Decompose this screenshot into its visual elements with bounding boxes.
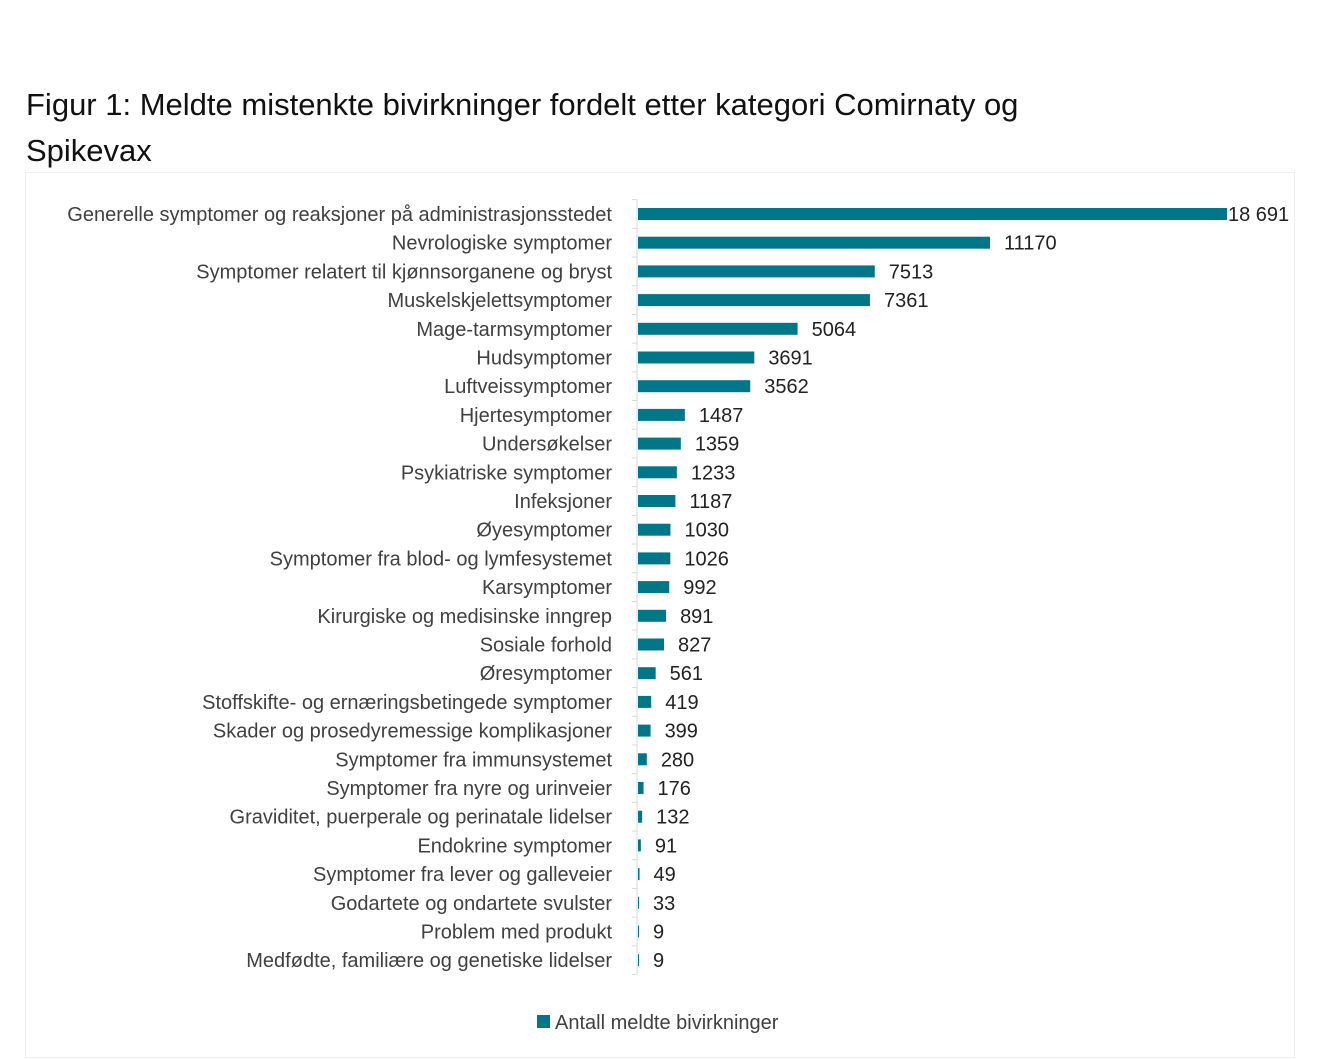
data-label: 3691 — [768, 348, 813, 370]
data-label: 9 — [653, 922, 664, 944]
data-label: 399 — [665, 721, 698, 743]
category-label: Endokrine symptomer — [417, 835, 612, 857]
bar — [638, 265, 875, 278]
data-label: 7513 — [889, 261, 934, 283]
bar — [638, 695, 652, 708]
data-label: 1187 — [689, 491, 732, 513]
data-label: 891 — [680, 606, 713, 628]
data-label: 1487 — [699, 405, 744, 427]
bar — [638, 581, 670, 594]
bar — [638, 868, 640, 881]
category-label: Muskelskjelettsymptomer — [387, 290, 612, 312]
category-label: Mage-tarmsymptomer — [416, 319, 612, 341]
category-label: Øresymptomer — [480, 663, 613, 685]
bar — [638, 208, 1227, 220]
category-label: Sosiale forhold — [480, 635, 612, 657]
bar — [638, 466, 677, 479]
category-label: Psykiatriske symptomer — [401, 462, 612, 484]
bar — [638, 523, 671, 536]
data-label: 1359 — [695, 434, 740, 456]
data-label: 1030 — [684, 520, 729, 542]
category-label: Medfødte, familiære og genetiske lidelse… — [246, 950, 612, 972]
chart-area — [25, 172, 1295, 1058]
category-label: Undersøkelser — [482, 434, 612, 456]
data-label: 1233 — [691, 462, 736, 484]
category-label: Skader og prosedyremessige komplikasjone… — [213, 721, 612, 743]
category-label: Problem med produkt — [421, 922, 613, 944]
data-label: 9 — [653, 950, 664, 972]
bar — [638, 322, 798, 335]
data-label: 992 — [683, 577, 716, 599]
category-label: Stoffskifte- og ernæringsbetingede sympt… — [202, 692, 612, 714]
data-label: 91 — [655, 835, 677, 857]
bar — [638, 495, 676, 507]
data-label: 33 — [653, 893, 675, 915]
data-label: 419 — [665, 692, 698, 714]
category-label: Karsymptomer — [482, 577, 612, 599]
bar — [638, 638, 665, 651]
data-label: 18 691 — [1228, 204, 1289, 226]
bar — [638, 782, 644, 794]
data-label: 1026 — [684, 548, 729, 570]
bar — [638, 667, 656, 680]
data-label: 176 — [658, 778, 691, 800]
bar — [638, 236, 990, 249]
legend-label: Antall meldte bivirkninger — [555, 1012, 779, 1034]
bar — [638, 925, 639, 938]
category-label: Nevrologiske symptomer — [392, 233, 612, 255]
legend-swatch — [537, 1015, 550, 1028]
category-label: Kirurgiske og medisinske inngrep — [317, 606, 612, 628]
bar — [638, 810, 643, 823]
bar — [638, 839, 641, 852]
category-label: Graviditet, puerperale og perinatale lid… — [230, 807, 613, 829]
bar — [638, 351, 755, 364]
bar — [638, 609, 667, 622]
data-label: 132 — [656, 807, 689, 829]
data-label: 7361 — [884, 290, 929, 312]
category-label: Øyesymptomer — [476, 520, 612, 542]
category-label: Symptomer fra lever og galleveier — [313, 864, 612, 886]
category-label: Luftveissymptomer — [444, 376, 612, 398]
data-label: 280 — [661, 749, 694, 771]
category-label: Godartete og ondartete svulster — [331, 893, 613, 915]
bar — [638, 294, 870, 307]
category-label: Hudsymptomer — [476, 348, 612, 370]
category-label: Symptomer fra blod- og lymfesystemet — [270, 548, 613, 570]
data-label: 3562 — [764, 376, 809, 398]
bar — [638, 753, 647, 766]
bar — [638, 437, 681, 450]
bar — [638, 954, 639, 967]
data-label: 11170 — [1004, 233, 1057, 255]
category-label: Infeksjoner — [514, 491, 612, 513]
category-label: Symptomer fra immunsystemet — [335, 749, 612, 771]
category-label: Generelle symptomer og reaksjoner på adm… — [67, 204, 612, 226]
category-label: Hjertesymptomer — [460, 405, 613, 427]
chart-title: Figur 1: Meldte mistenkte bivirkninger f… — [26, 87, 1019, 168]
data-label: 561 — [670, 663, 703, 685]
data-label: 827 — [678, 635, 711, 657]
bar — [638, 408, 685, 421]
bar — [638, 552, 671, 565]
data-label: 49 — [654, 864, 676, 886]
bar — [638, 724, 651, 737]
bar — [638, 380, 751, 393]
category-label: Symptomer fra nyre og urinveier — [326, 778, 612, 800]
data-label: 5064 — [812, 319, 857, 341]
category-label: Symptomer relatert til kjønnsorganene og… — [196, 261, 612, 283]
bar — [638, 896, 640, 909]
